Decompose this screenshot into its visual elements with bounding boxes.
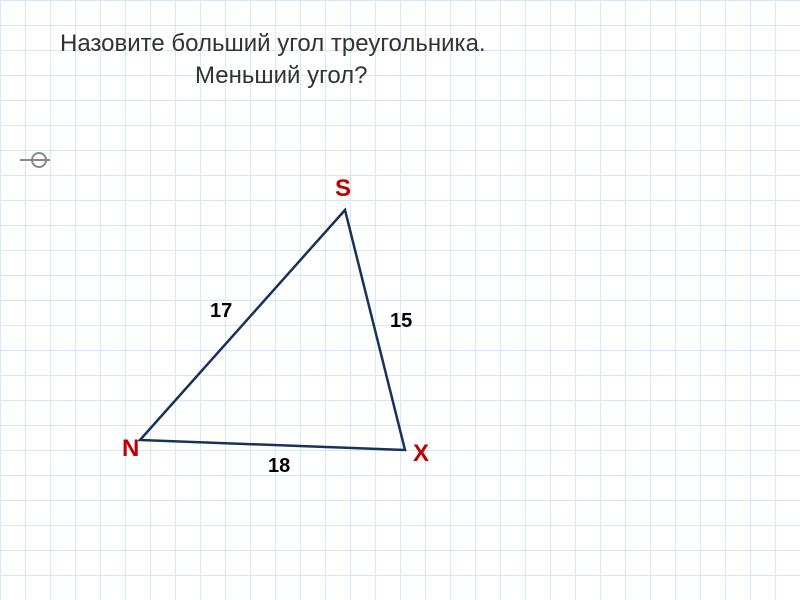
vertex-label-n: N bbox=[122, 435, 139, 463]
side-label-ns: 17 bbox=[210, 300, 232, 323]
side-label-sx: 15 bbox=[390, 310, 412, 333]
triangle-diagram bbox=[0, 0, 800, 600]
side-label-nx: 18 bbox=[268, 455, 290, 478]
vertex-label-x: X bbox=[413, 440, 429, 468]
content-layer: Назовите больший угол треугольника. Мень… bbox=[0, 0, 800, 600]
triangle-polygon bbox=[140, 210, 405, 450]
vertex-label-s: S bbox=[335, 175, 351, 203]
